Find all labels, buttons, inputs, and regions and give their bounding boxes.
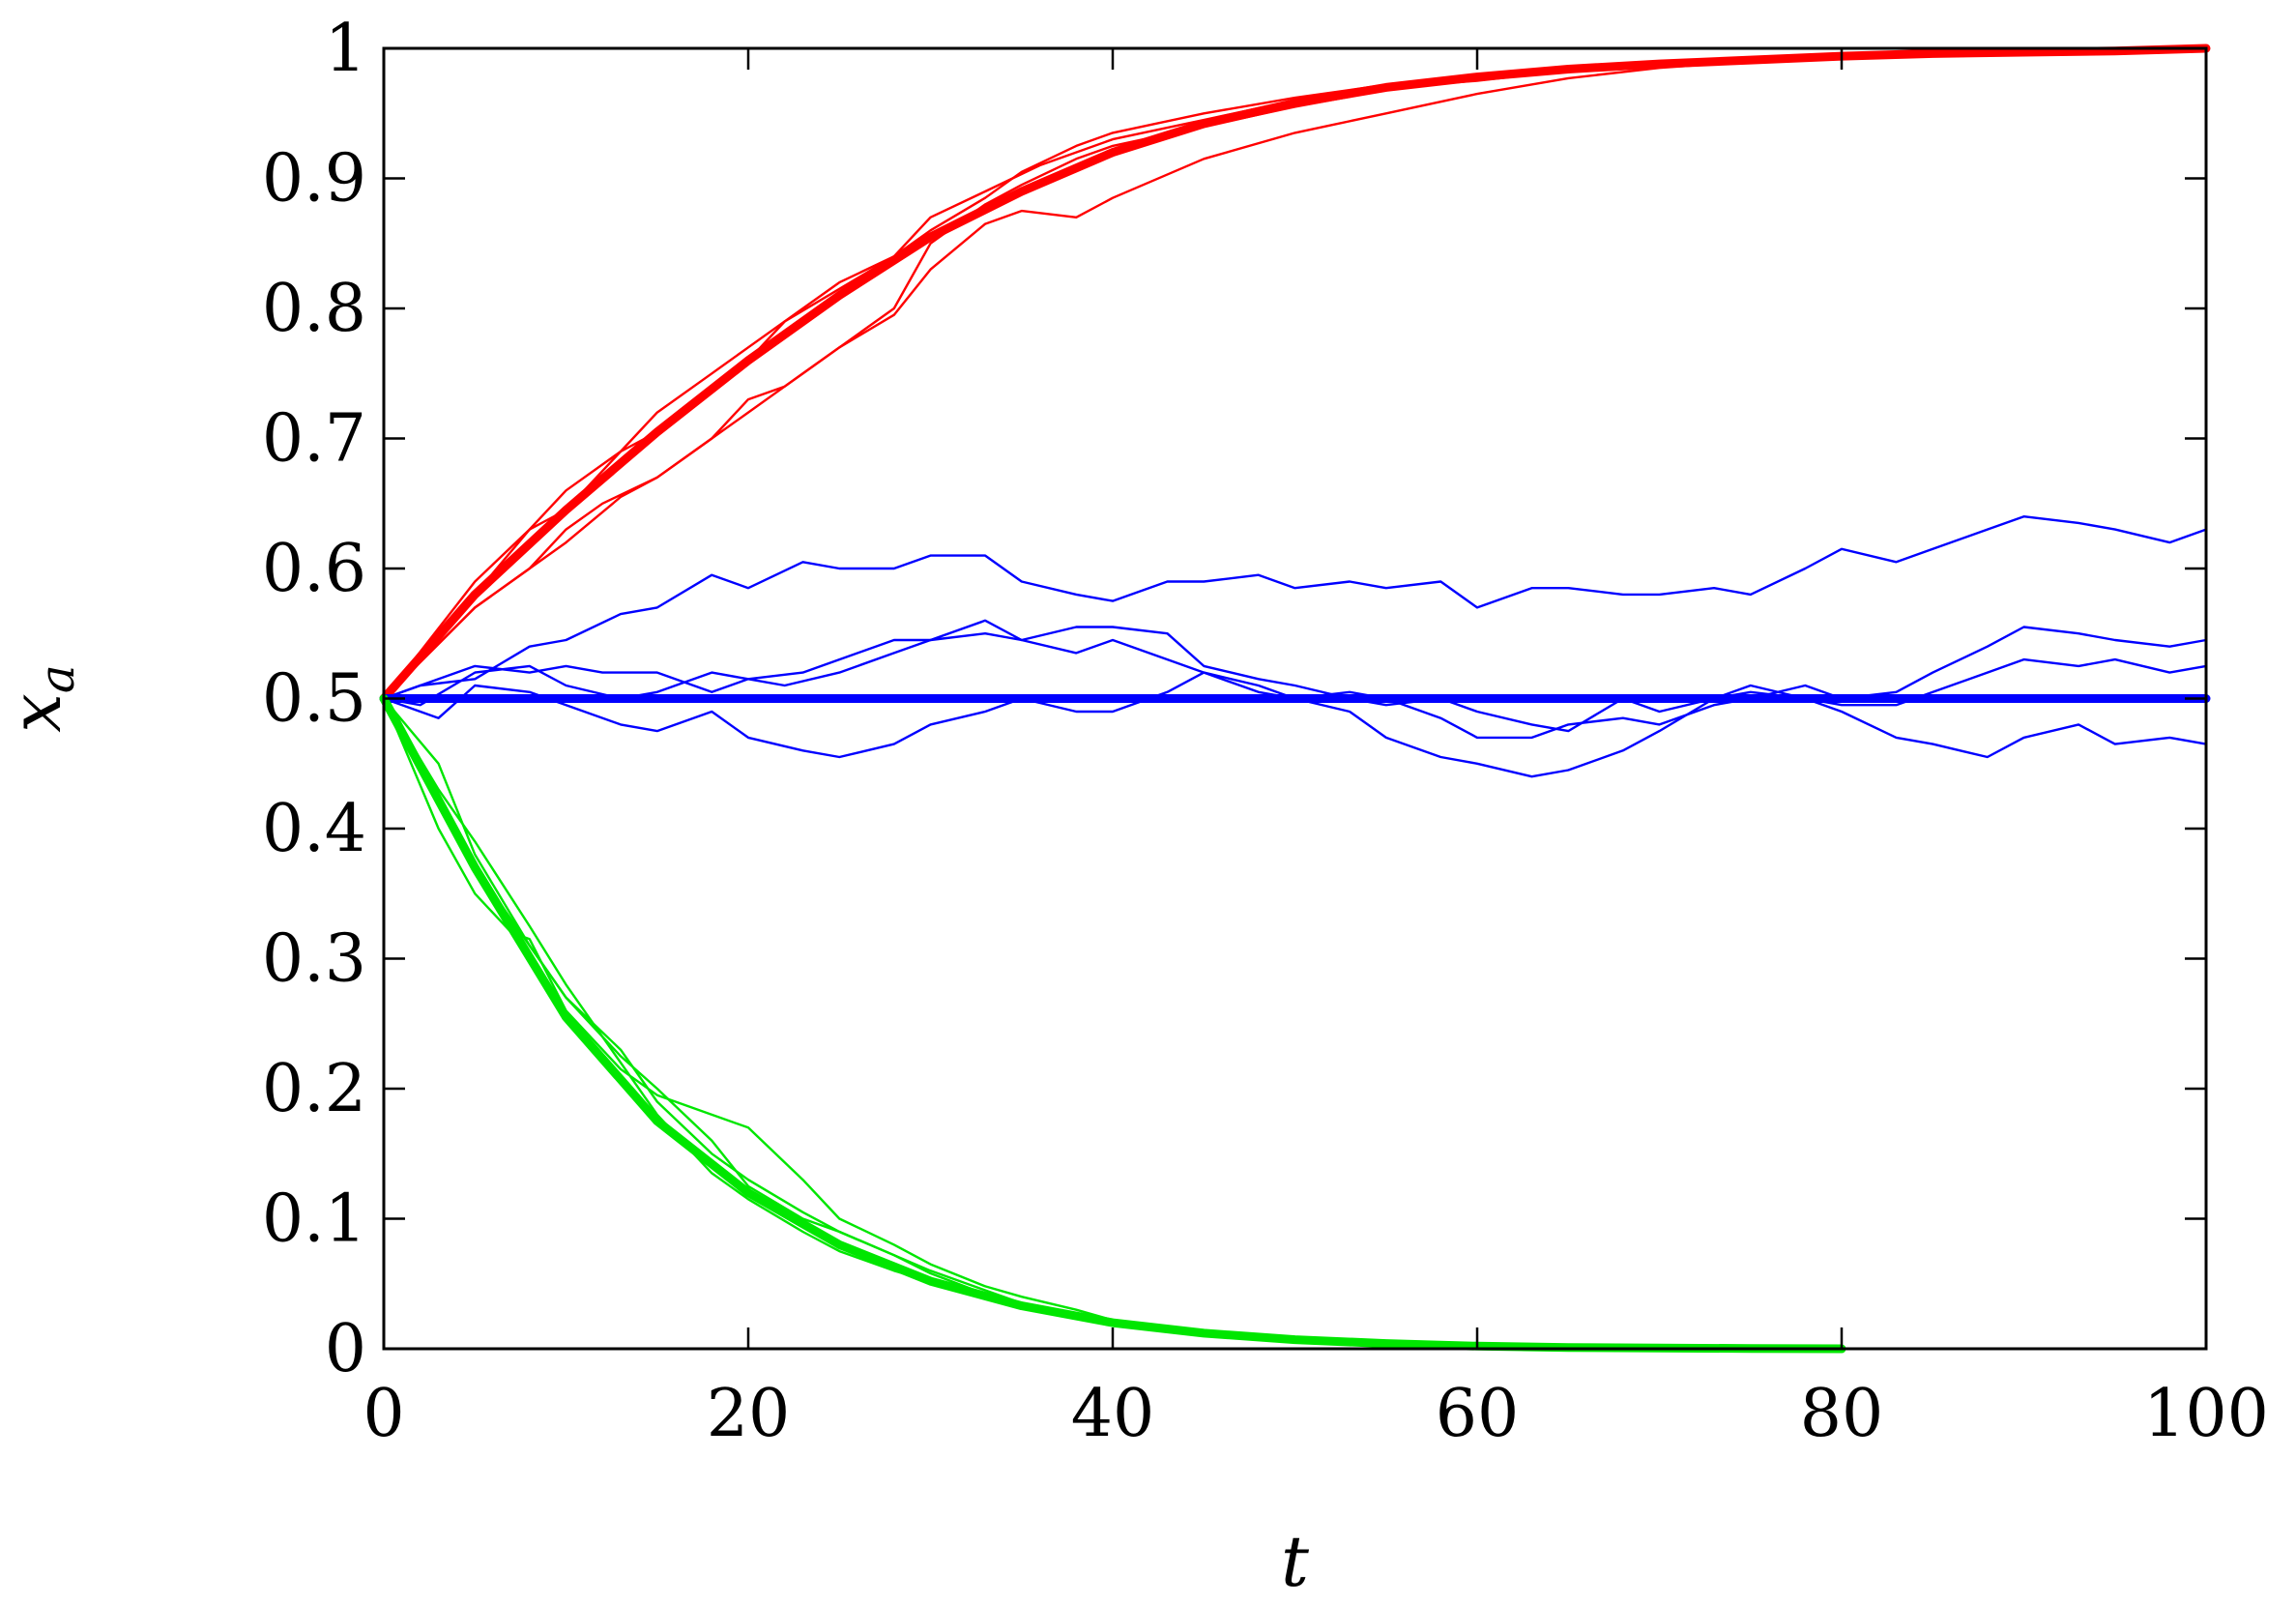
y-tick-label: 0.9 [262,141,366,218]
y-tick-label: 0.6 [262,531,366,607]
y-tick-label: 0.2 [262,1051,366,1127]
y-tick-label: 0.7 [262,401,366,478]
x-tick-label: 100 [2143,1376,2269,1452]
series-green-mean-10 [379,694,1846,1354]
series-red-sample-1 [382,46,2208,700]
x-tick-label: 80 [1800,1376,1884,1452]
label-layer: 0 20 40 60 80 100 0 0.1 0.2 0.3 0.4 0.5 0.6 0.7 0.8 0.9… [262,11,2269,1452]
series-red-sample-3 [382,46,2208,700]
y-tick-label: 0 [325,1311,366,1387]
x-tick-label: 60 [1436,1376,1520,1452]
series-blue-sample-6 [382,515,2208,700]
series-red-sample-2 [382,46,2208,700]
plot-frame [382,46,2208,1351]
y-axis-label-subscript: a [29,664,85,693]
series-red-mean-0 [379,44,2211,703]
y-tick-label: 0.4 [262,791,366,867]
series-blue-sample-9 [382,619,2208,740]
series-blue-sample-8 [382,671,2208,778]
y-axis-label-main: x [0,693,76,733]
x-tick-label: 20 [707,1376,791,1452]
x-tick-label: 0 [363,1376,404,1452]
x-tick-label: 40 [1071,1376,1155,1452]
series-green-sample-13 [382,697,1770,1351]
series-layer [379,44,2211,1354]
series-blue-sample-7 [382,626,2208,733]
y-axis-label: xa [0,664,85,732]
y-tick-label: 0.8 [262,271,366,347]
series-red-sample-4 [382,46,2208,700]
x-axis-label: t [1281,1521,1310,1602]
y-tick-label: 1 [325,11,366,87]
y-tick-label: 0.1 [262,1181,366,1258]
y-tick-label: 0.5 [262,661,366,738]
y-tick-label: 0.3 [262,921,366,998]
